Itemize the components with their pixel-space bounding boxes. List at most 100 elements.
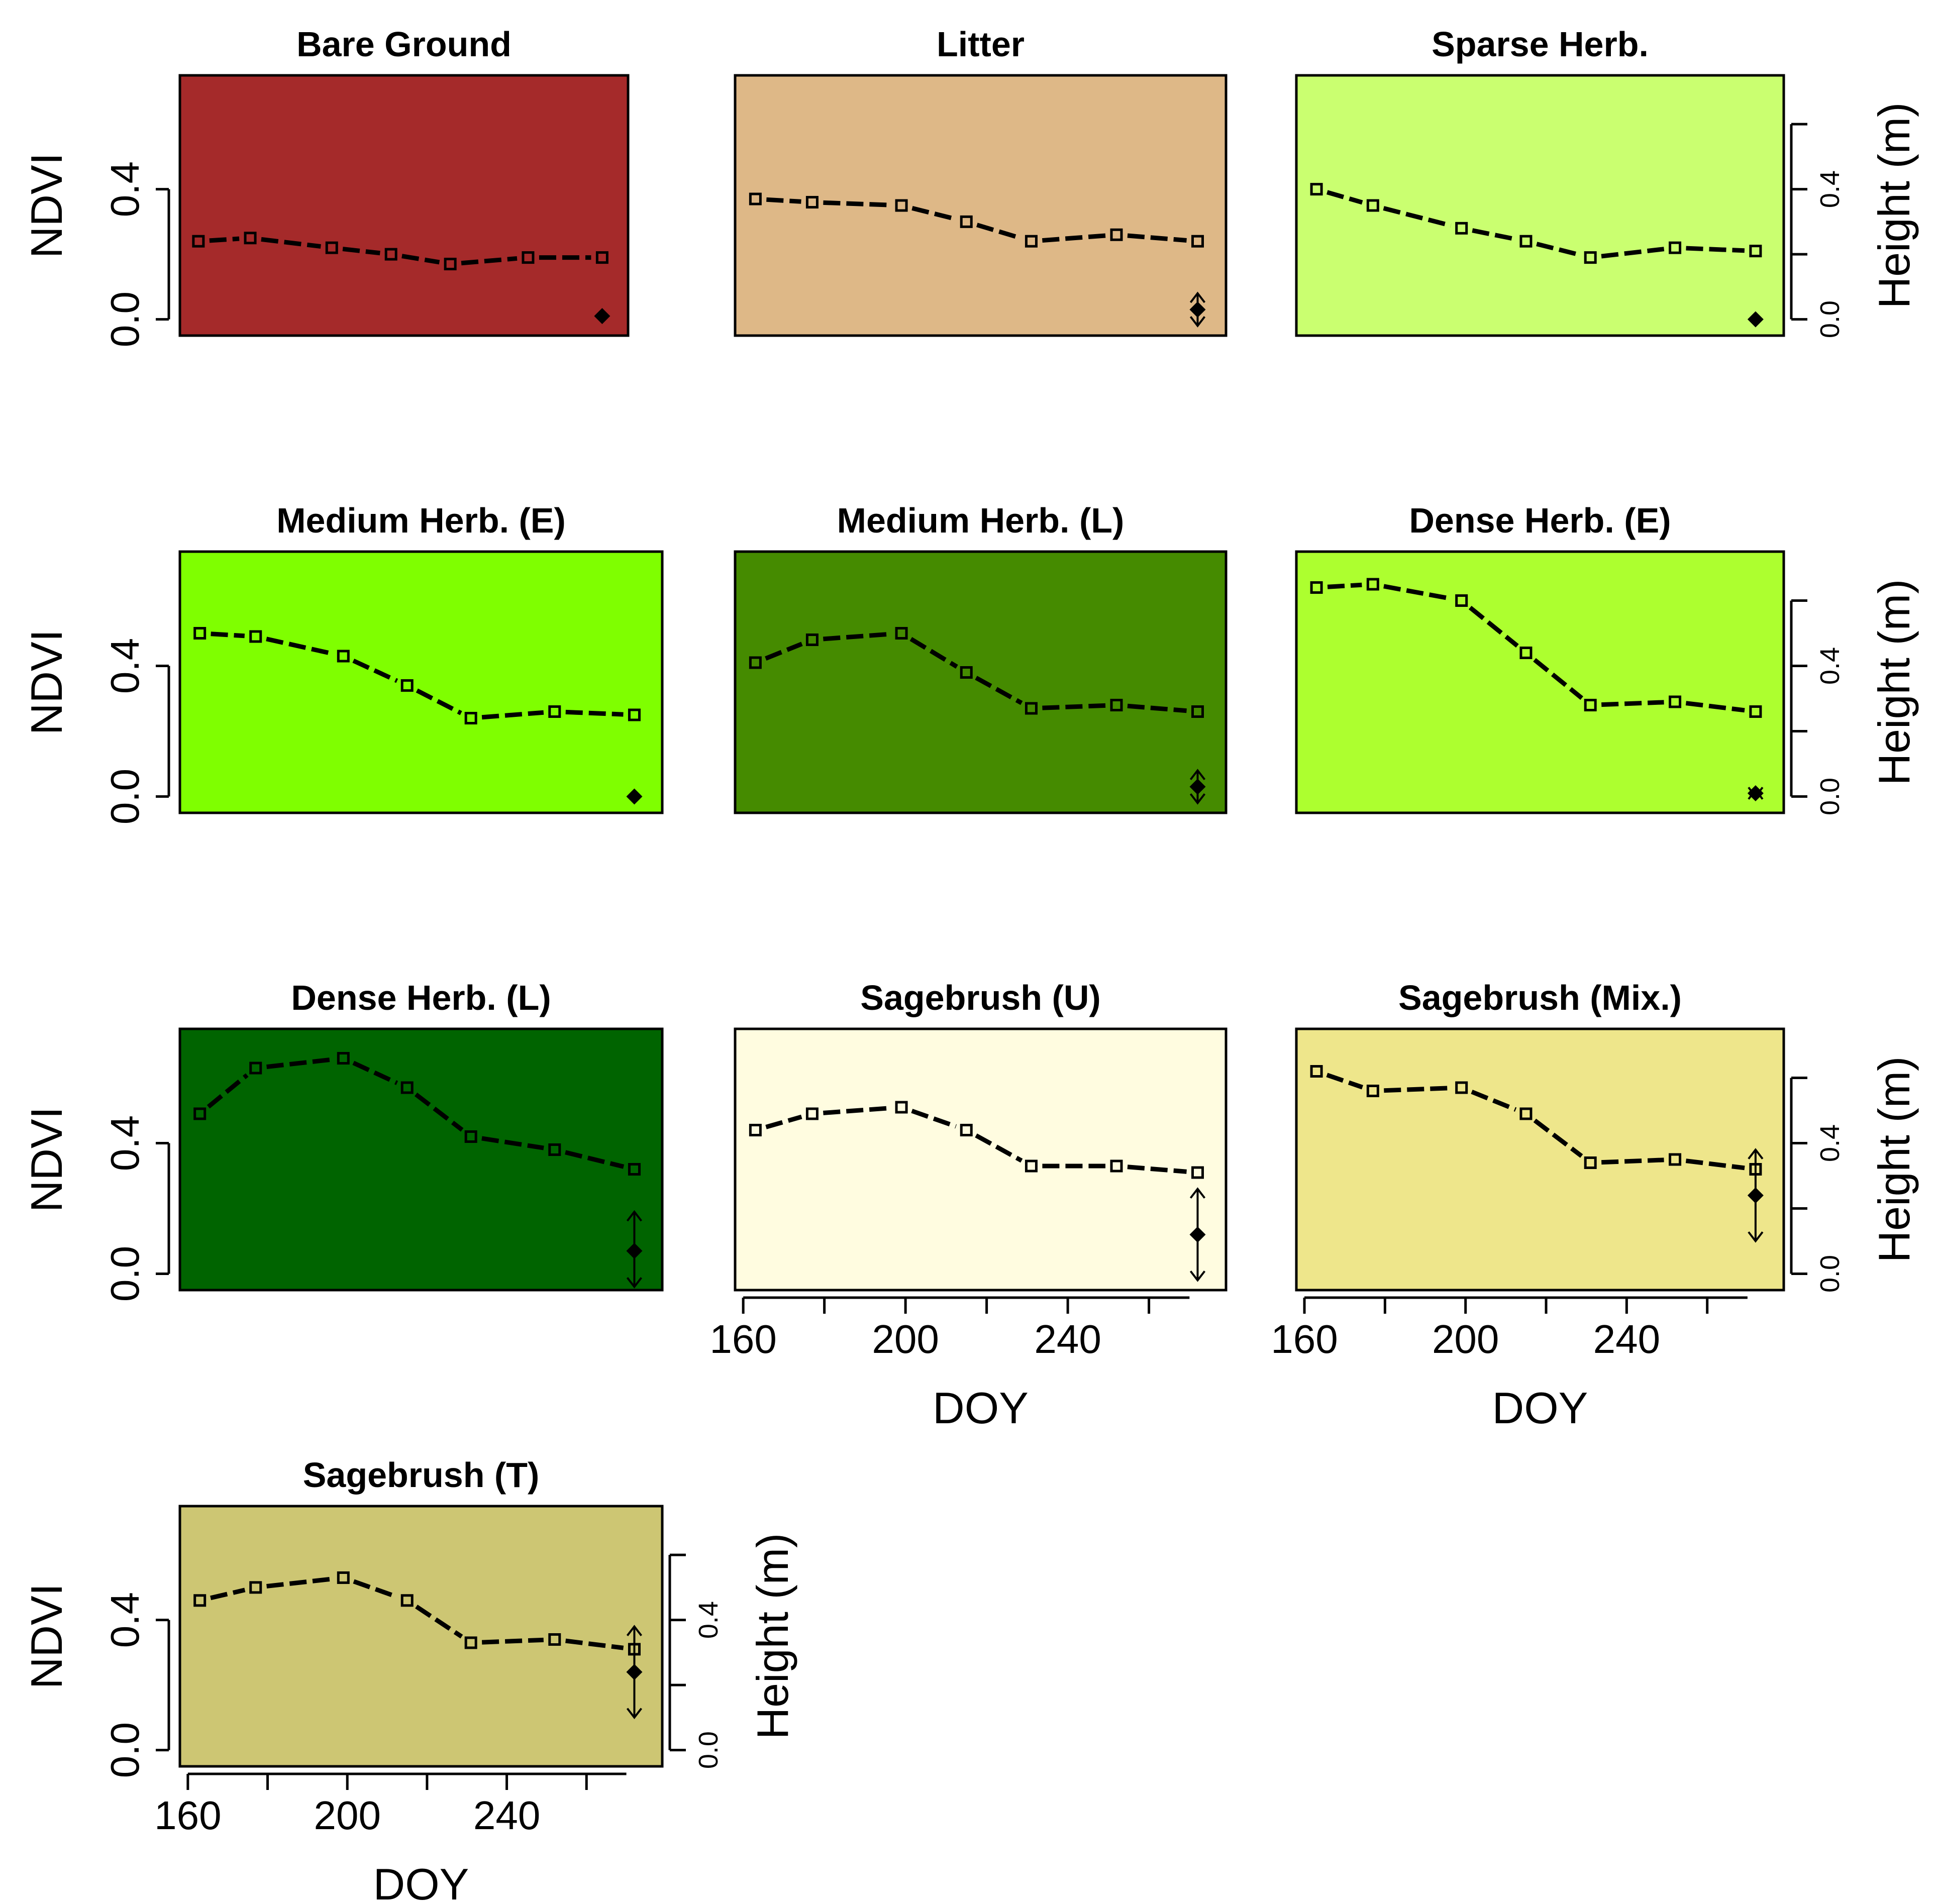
ndvi-line-segment xyxy=(823,1106,891,1115)
ndvi-point xyxy=(1669,1153,1682,1166)
ndvi-line-segment xyxy=(342,247,380,256)
height-tick-label: 0.0 xyxy=(693,1731,724,1769)
y-tick-label: 0.4 xyxy=(103,638,147,694)
ndvi-point xyxy=(400,1081,414,1094)
ndvi-point xyxy=(400,679,414,692)
y-tick-label: 0.4 xyxy=(103,161,147,217)
height-range-top-arrow xyxy=(1748,1148,1764,1159)
ndvi-line-segment xyxy=(416,688,462,715)
ndvi-line-segment xyxy=(1685,701,1745,713)
ndvi-line-segment xyxy=(261,237,321,249)
ndvi-point xyxy=(192,235,205,248)
ndvi-point xyxy=(595,251,608,264)
ndvi-point xyxy=(960,666,973,679)
height-point xyxy=(1747,785,1764,801)
y-axis-label: NDVI xyxy=(22,1583,71,1689)
height-tick-label: 0.4 xyxy=(1815,647,1845,685)
plot-background xyxy=(1296,75,1784,336)
ndvi-point xyxy=(1191,705,1204,718)
ndvi-line-segment xyxy=(911,205,956,222)
plot-frame xyxy=(1295,550,1785,814)
x-tick-label: 200 xyxy=(314,1793,380,1838)
ndvi-point xyxy=(1519,647,1533,659)
ndvi-point xyxy=(805,1107,819,1120)
panel-sparse-herb: Sparse Herb. 0.0 0.4 Height (m) xyxy=(1295,25,1919,338)
ndvi-point xyxy=(1584,699,1597,711)
ndvi-line-segment xyxy=(911,1109,957,1129)
ndvi-line-segment xyxy=(352,659,398,683)
height-point xyxy=(1747,311,1764,328)
panel-title: Sparse Herb. xyxy=(1432,25,1649,64)
ndvi-point xyxy=(895,1101,908,1114)
ndvi-point xyxy=(522,251,535,264)
ndvi-point xyxy=(1669,241,1682,254)
panel-title: Dense Herb. (L) xyxy=(291,978,551,1017)
ndvi-line-segment xyxy=(481,710,544,720)
ndvi-point xyxy=(1584,251,1597,264)
ndvi-line-segment xyxy=(1685,1158,1745,1171)
height-axis-label: Height (m) xyxy=(1869,1056,1919,1263)
ndvi-line-segment xyxy=(1042,233,1106,243)
height-range-bottom-arrow xyxy=(626,1277,643,1289)
ndvi-line-segment xyxy=(1686,246,1745,253)
panel-title: Sagebrush (T) xyxy=(303,1455,540,1495)
ndvi-line-segment xyxy=(1384,1086,1451,1093)
height-point xyxy=(594,308,610,325)
ndvi-line-segment xyxy=(211,631,245,639)
y-tick-label: 0.0 xyxy=(103,291,147,347)
y-tick-label: 0.4 xyxy=(103,1592,147,1648)
ndvi-line-segment xyxy=(976,223,1022,241)
height-range-bottom-arrow xyxy=(1748,1231,1764,1243)
plot-frame xyxy=(178,1505,664,1768)
height-range-bottom-arrow xyxy=(626,1708,643,1720)
panel-title: Sagebrush (U) xyxy=(860,978,1100,1017)
plot-frame xyxy=(1295,1027,1785,1292)
ndvi-line-segment xyxy=(975,676,1023,705)
ndvi-point xyxy=(628,708,641,721)
x-tick-label: 200 xyxy=(1432,1317,1499,1361)
ndvi-point xyxy=(464,712,477,724)
height-point xyxy=(626,788,643,805)
ndvi-line-segment xyxy=(1601,700,1664,707)
height-range-top-arrow xyxy=(1189,291,1206,303)
panel-medium-herb-l: Medium Herb. (L) xyxy=(734,501,1228,814)
ndvi-line-segment xyxy=(414,1092,464,1132)
ndvi-line-segment xyxy=(1472,228,1516,242)
ndvi-point xyxy=(249,1062,262,1075)
ndvi-line-segment xyxy=(415,1605,463,1639)
ndvi-point xyxy=(337,650,350,663)
ndvi-line-segment xyxy=(565,1638,624,1650)
ndvi-line-segment xyxy=(823,631,891,642)
x-tick-label: 240 xyxy=(473,1793,540,1838)
ndvi-line-segment xyxy=(266,1576,333,1589)
ndvi-line-segment xyxy=(1383,206,1452,228)
ndvi-point xyxy=(895,627,908,640)
height-range-top-arrow xyxy=(1189,1187,1206,1199)
ndvi-point xyxy=(337,1571,350,1584)
ndvi-line-segment xyxy=(352,1061,398,1085)
ndvi-line-segment xyxy=(909,637,958,669)
x-tick-label: 240 xyxy=(1593,1317,1660,1361)
plot-background xyxy=(180,552,662,813)
ndvi-point xyxy=(628,1163,641,1176)
ndvi-line-segment xyxy=(1127,703,1187,713)
ndvi-line-segment xyxy=(207,1073,249,1109)
ndvi-line-segment xyxy=(823,200,891,207)
height-range-top-arrow xyxy=(1189,769,1206,780)
ndvi-point xyxy=(805,196,819,209)
ndvi-line-segment xyxy=(266,637,333,656)
ndvi-point xyxy=(1310,581,1323,594)
x-tick-label: 240 xyxy=(1034,1317,1101,1361)
ndvi-point xyxy=(1191,235,1204,248)
height-tick-label: 0.0 xyxy=(1815,300,1845,338)
y-axis-label: NDVI xyxy=(22,629,71,735)
ndvi-point xyxy=(1191,1166,1204,1179)
ndvi-line-segment xyxy=(481,1637,544,1645)
y-axis-label: NDVI xyxy=(22,1107,71,1212)
ndvi-line-segment xyxy=(266,1057,333,1070)
ndvi-point xyxy=(464,1636,477,1649)
height-tick-label: 0.4 xyxy=(1815,170,1845,208)
plot-frame xyxy=(734,74,1228,337)
y-tick-label: 0.4 xyxy=(103,1115,147,1171)
